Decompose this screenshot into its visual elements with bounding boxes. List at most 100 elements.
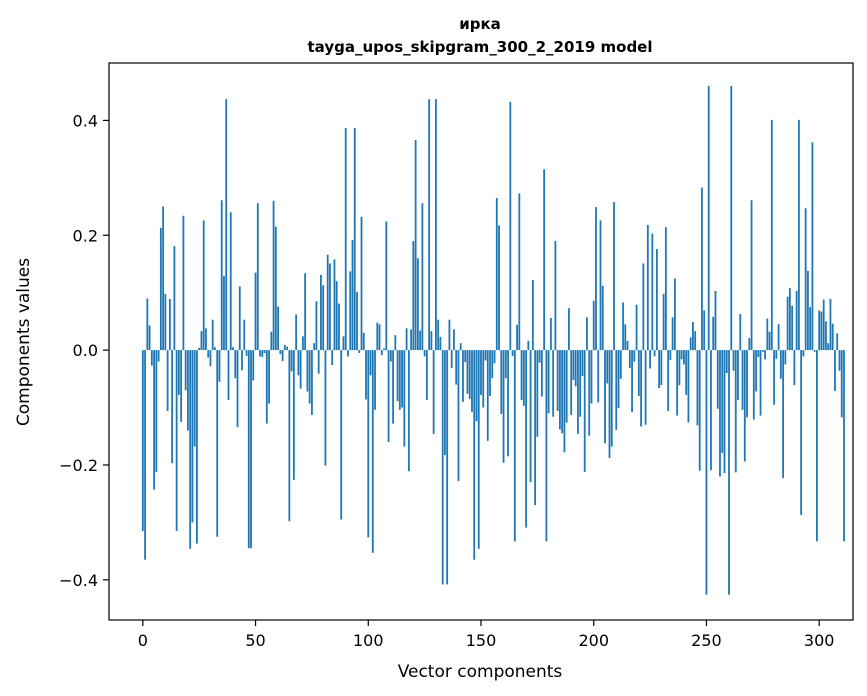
bar-248 <box>701 187 703 351</box>
bar-237 <box>676 350 679 416</box>
bar-46 <box>245 350 248 356</box>
bar-87 <box>338 303 340 351</box>
bar-100 <box>367 350 370 538</box>
bar-270 <box>750 200 753 351</box>
x-tick-label: 250 <box>691 631 722 650</box>
bar-239 <box>680 350 683 360</box>
bar-159 <box>500 350 503 414</box>
bar-201 <box>595 207 597 351</box>
bar-153 <box>486 350 489 441</box>
bar-223 <box>644 350 647 425</box>
bar-29 <box>207 350 210 358</box>
bar-8 <box>159 227 162 351</box>
bar-122 <box>416 258 419 351</box>
bar-211 <box>617 350 620 409</box>
bar-205 <box>604 350 606 444</box>
bar-309 <box>838 350 841 371</box>
bar-161 <box>504 350 507 379</box>
y-tick-label: −0.4 <box>59 571 98 590</box>
bar-170 <box>525 350 527 528</box>
bar-174 <box>534 350 537 506</box>
bar-164 <box>511 350 514 356</box>
bar-224 <box>646 224 649 351</box>
bar-39 <box>229 212 232 351</box>
bar-260 <box>728 350 730 595</box>
bar-23 <box>193 350 196 447</box>
bar-189 <box>568 308 570 351</box>
bar-190 <box>570 350 573 415</box>
bar-112 <box>394 335 397 351</box>
bar-242 <box>687 350 690 423</box>
bar-11 <box>166 350 169 411</box>
bar-178 <box>543 169 546 351</box>
bar-180 <box>547 350 550 414</box>
bar-101 <box>369 350 372 376</box>
bar-240 <box>683 350 685 365</box>
bar-154 <box>489 350 491 397</box>
bar-155 <box>491 350 494 379</box>
bar-105 <box>378 324 381 351</box>
bar-131 <box>437 319 440 351</box>
bar-60 <box>277 306 279 351</box>
bar-238 <box>678 350 681 386</box>
bar-118 <box>407 350 410 472</box>
bar-25 <box>198 347 201 351</box>
bar-210 <box>615 350 618 430</box>
x-tick-label: 100 <box>353 631 384 650</box>
bar-193 <box>577 350 579 434</box>
bar-133 <box>441 350 444 585</box>
bar-114 <box>398 350 401 410</box>
bar-40 <box>232 347 234 351</box>
bar-291 <box>797 119 800 351</box>
bar-17 <box>180 350 183 422</box>
bars-group <box>141 85 845 595</box>
bar-81 <box>324 350 327 466</box>
bar-235 <box>671 317 674 351</box>
bar-104 <box>376 322 379 351</box>
bar-275 <box>761 350 764 352</box>
bar-301 <box>820 311 823 351</box>
bar-277 <box>766 318 769 351</box>
bar-299 <box>816 350 818 542</box>
bar-156 <box>493 350 496 364</box>
bar-230 <box>660 350 663 386</box>
bar-229 <box>658 350 661 389</box>
bar-71 <box>301 336 304 351</box>
bar-284 <box>782 350 785 479</box>
bar-38 <box>227 350 230 401</box>
bar-263 <box>734 350 737 473</box>
bar-215 <box>626 340 629 351</box>
bar-10 <box>164 293 167 351</box>
x-tick-label: 200 <box>578 631 609 650</box>
bar-115 <box>401 350 403 408</box>
bar-63 <box>283 344 286 351</box>
y-tick-label: 0.4 <box>73 111 98 130</box>
bar-52 <box>259 350 261 357</box>
bar-199 <box>590 350 593 404</box>
bar-106 <box>380 350 383 356</box>
bar-92 <box>349 271 352 351</box>
bar-175 <box>536 350 539 437</box>
bar-287 <box>788 288 791 351</box>
bar-35 <box>220 200 223 351</box>
bar-96 <box>358 350 361 353</box>
bar-214 <box>624 324 627 351</box>
bar-76 <box>313 343 316 351</box>
y-axis-ticks: −0.4 −0.2 0.0 0.2 0.4 <box>59 111 109 590</box>
bar-252 <box>710 350 712 471</box>
bar-94 <box>353 127 356 351</box>
bar-250 <box>705 350 708 595</box>
bar-306 <box>831 323 834 351</box>
bar-30 <box>209 350 212 367</box>
bar-84 <box>331 350 334 366</box>
bar-62 <box>281 350 284 362</box>
bar-176 <box>538 350 541 363</box>
bar-75 <box>311 350 313 415</box>
bar-232 <box>664 227 667 351</box>
plot-frame <box>108 62 854 621</box>
bar-79 <box>320 274 322 351</box>
bar-61 <box>279 350 282 355</box>
bar-50 <box>254 272 257 351</box>
bar-241 <box>685 350 688 395</box>
bar-15 <box>175 350 178 531</box>
